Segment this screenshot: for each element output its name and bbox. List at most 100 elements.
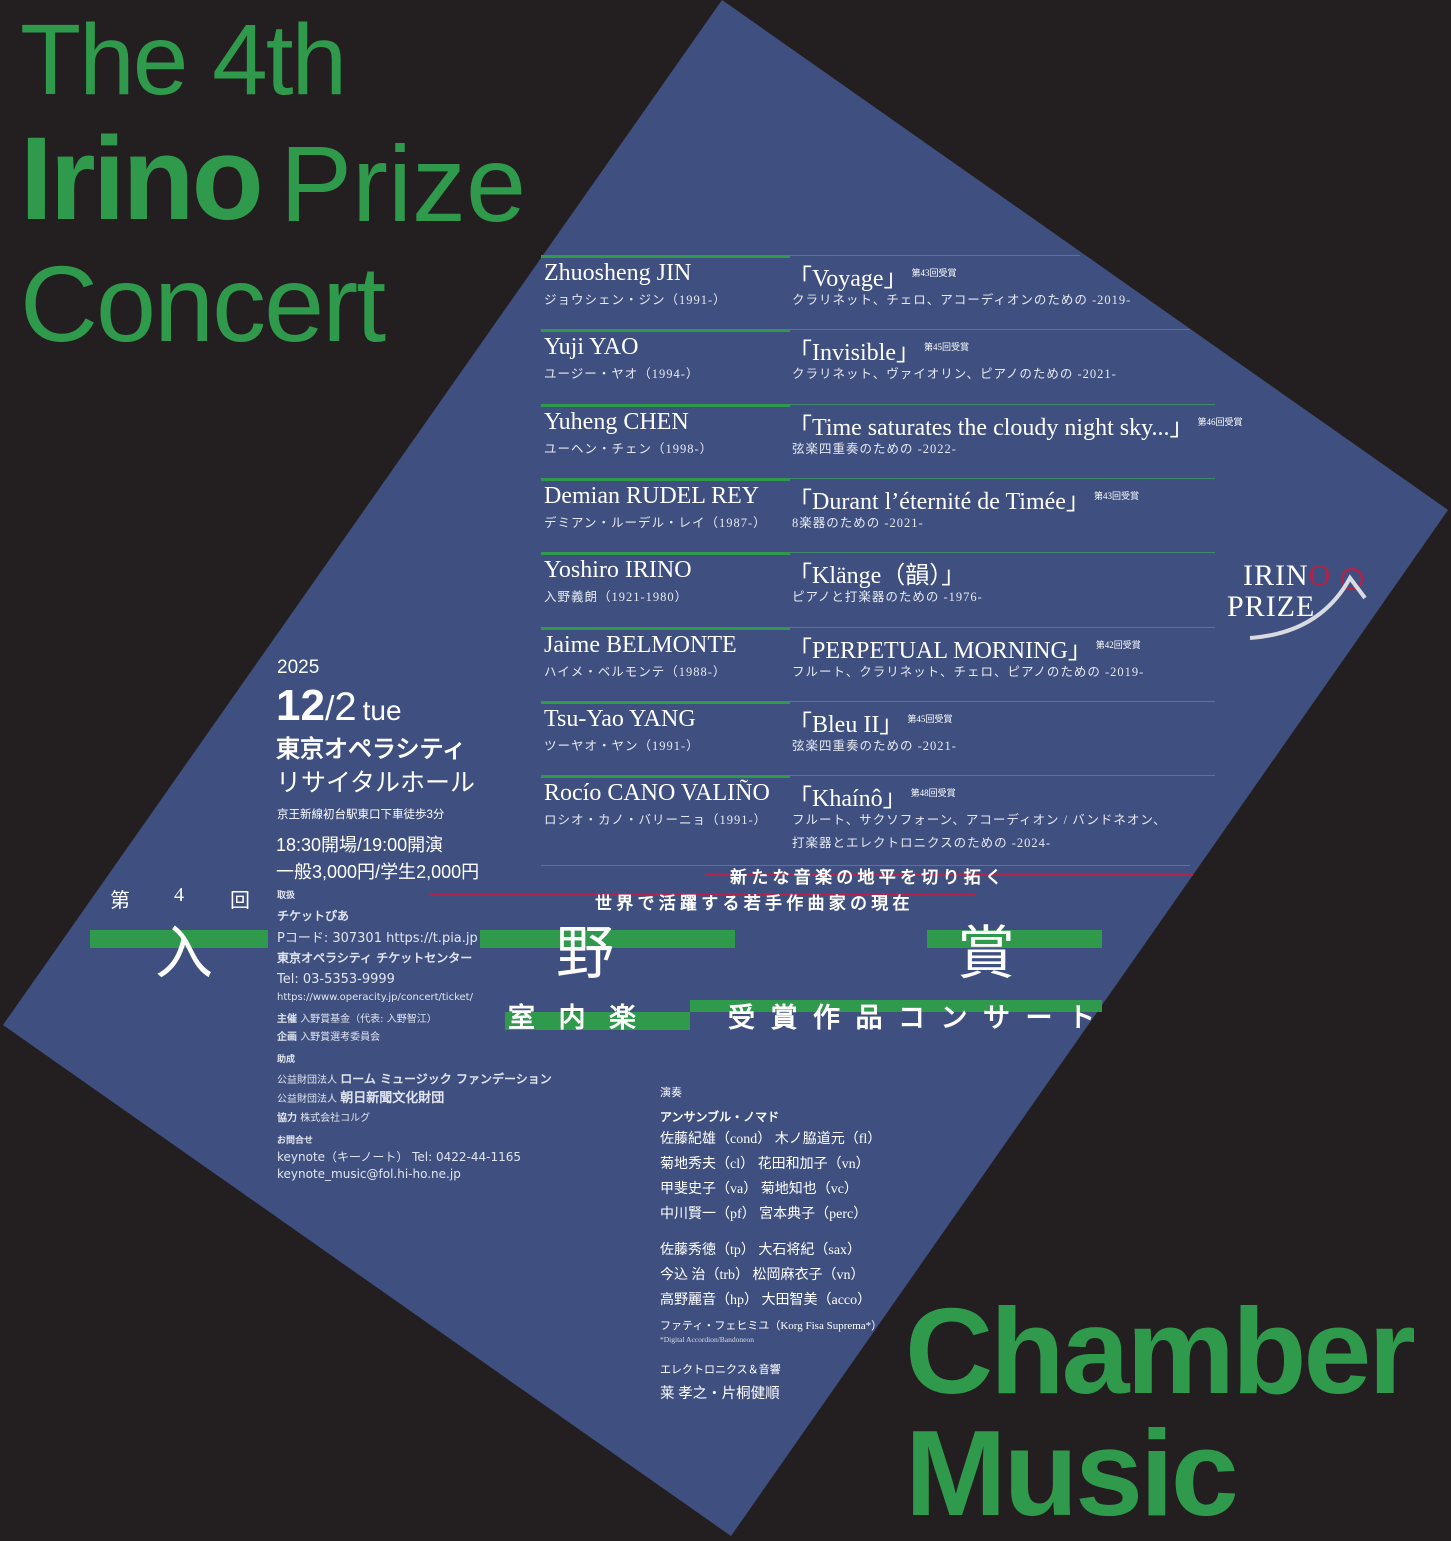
start-label: 開演: [407, 835, 444, 855]
tickets-label: 取扱: [277, 891, 296, 901]
event-date: 12/2 tue: [276, 682, 402, 735]
composer-name: Zhuosheng JIN: [544, 260, 692, 286]
row-divider: [541, 477, 790, 481]
work-title: 「Voyage」 第43回受賞: [788, 259, 957, 293]
price-general: 3,000: [312, 862, 358, 882]
grant-1: 公益財団法人 ローム ミュージック ファンデーション: [277, 1071, 552, 1089]
event-time: 18:30開場/19:00開演: [276, 835, 444, 855]
electronics-names: 莱 孝之・片桐健順: [660, 1386, 780, 1402]
award-badge: 第46回受賞: [1197, 416, 1243, 427]
work-title-text: 「Invisible」: [788, 340, 920, 367]
work-title: 「Durant l’éternité de Timée」 第43回受賞: [788, 482, 1139, 516]
row-divider: [790, 865, 1190, 866]
composer-name: Yoshiro IRINO: [544, 557, 692, 584]
composer-kana: ツーヤオ・ヤン（1991-）: [544, 738, 700, 753]
composer-name: Demian RUDEL REY: [544, 482, 760, 509]
work-title: 「PERPETUAL MORNING」 第42回受賞: [788, 631, 1141, 665]
work-title-text: 「Voyage」: [788, 266, 908, 292]
organizer-name: 入野賞基金（代表: 入野智江）: [300, 1014, 437, 1025]
title-bar: [90, 930, 268, 948]
work-instrumentation: フルート、クラリネット、チェロ、ピアノのための -2019-: [792, 664, 1145, 679]
title-bar: [690, 1000, 1102, 1012]
performer-line: 甲斐史子（va） 菊地知也（vc）: [660, 1182, 858, 1197]
access: 京王新線初台駅東口下車徒歩3分: [277, 809, 445, 821]
work-title: 「Invisible」 第45回受賞: [788, 333, 969, 367]
tagline-2: 世 界 で 活 躍 す る 若 手 作 曲 家 の 現 在: [595, 894, 910, 913]
logo-line2: PRIZE: [1227, 590, 1316, 623]
performer-line: 今込 治（trb） 松岡麻衣子（vn）: [660, 1268, 865, 1283]
ticket-url[interactable]: https://www.operacity.jp/concert/ticket/: [277, 992, 473, 1003]
composer-name: Tsu-Yao YANG: [544, 705, 696, 732]
work-instrumentation: 8楽器のための -2021-: [792, 515, 924, 530]
work-title-text: 「Durant l’éternité de Timée」: [788, 488, 1090, 515]
award-badge: 第42回受賞: [1095, 639, 1141, 650]
work-title-text: 「Bleu II」: [788, 711, 904, 738]
composer-name: Yuji YAO: [544, 334, 639, 361]
yen: 円: [357, 862, 376, 882]
planning-label: 企画: [277, 1032, 297, 1043]
award-badge: 第45回受賞: [924, 342, 970, 353]
composer-kana: ユーヘン・チェン（1998-）: [544, 441, 714, 456]
blue-panel: [3, 0, 1448, 1536]
composer-kana: ジョウシェン・ジン（1991-）: [544, 293, 727, 307]
work-instrumentation: クラリネット、ヴァイオリン、ピアノのための -2021-: [792, 367, 1117, 382]
venue: 東京オペラシティ: [276, 736, 467, 763]
work-instrumentation: クラリネット、チェロ、アコーディオンのための -2019-: [792, 293, 1132, 307]
work-title-text: 「PERPETUAL MORNING」: [788, 637, 1092, 664]
logo-brush-icon: [1249, 567, 1367, 640]
row-divider: [541, 700, 790, 704]
performer-line: 菊地秀夫（cl） 花田和加子（vn）: [660, 1157, 870, 1172]
row-divider: [790, 329, 1190, 331]
work-title: 「Bleu II」 第45回受賞: [788, 705, 952, 739]
fisa-note: *Digital Accordion/Bandoneon: [660, 1335, 754, 1344]
grant-label: 助成: [277, 1055, 296, 1065]
composer-kana: ハイメ・ベルモンテ（1988-）: [544, 664, 727, 679]
composer-kana: 入野義朗（1921-1980）: [544, 590, 689, 605]
work-instrumentation: フルート、サクソフォーン、アコーディオン / バンドネオン、: [792, 813, 1167, 828]
award-badge: 第48回受賞: [910, 788, 956, 799]
performer-line: 中川賢一（pf） 宮本典子（perc）: [660, 1207, 868, 1222]
row-divider: [790, 552, 1215, 554]
ticket-pia: チケットぴあ: [277, 909, 350, 923]
work-title: 「Klänge（韻）」: [788, 556, 969, 590]
event-weekday: tue: [362, 695, 402, 726]
title-dai: 第: [110, 890, 130, 912]
contact-email[interactable]: keynote_music@fol.hi-ho.ne.jp: [277, 1167, 461, 1181]
grant-2: 公益財団法人 朝日新聞文化財団: [277, 1089, 444, 1108]
time-open: 18:30: [276, 835, 322, 855]
subtitle-concert: 受 賞 作 品 コ ン サ ー ト: [728, 1003, 1100, 1033]
row-divider: [541, 865, 790, 866]
title-bar: [480, 930, 735, 948]
award-badge: 第45回受賞: [907, 713, 953, 724]
title-bar: [927, 930, 1102, 948]
row-divider: [790, 775, 1215, 777]
title-the-4th: The 4th: [20, 4, 347, 116]
subtitle-chamber: 室 内 楽: [508, 1003, 645, 1033]
performer-line: 佐藤紀雄（cond） 木ノ脇道元（fl）: [660, 1132, 882, 1147]
organizer-label: 主催: [277, 1014, 297, 1025]
date-slash: /: [324, 690, 335, 728]
title-chamber-music: Chamber Music: [905, 1283, 1416, 1541]
title-sho: 賞: [957, 921, 1016, 986]
work-title-text: 「Khaínô」: [788, 786, 907, 813]
work-instrumentation: 打楽器とエレクトロニクスのための -2024-: [792, 836, 1052, 851]
grant-name: ローム ミュージック ファンデーション: [340, 1072, 552, 1086]
row-divider: [541, 552, 790, 556]
work-title-text: 「Time saturates the cloudy night sky...」: [788, 414, 1194, 441]
open-label: 開場: [321, 835, 358, 855]
support-label: 協力: [277, 1113, 297, 1124]
row-divider: [541, 403, 790, 407]
title-bar: [505, 1012, 690, 1030]
grant-prefix: 公益財団法人: [277, 1075, 337, 1086]
title-prize: Prize: [280, 123, 527, 244]
composer-name: Yuheng CHEN: [544, 408, 689, 435]
work-title-text: 「Klänge（韻）」: [788, 563, 966, 590]
venue-hall: リサイタルホール: [276, 769, 476, 797]
title-no: 野: [556, 921, 615, 986]
event-day: 2: [334, 685, 357, 729]
composer-kana: デミアン・ルーデル・レイ（1987-）: [544, 515, 767, 530]
work-instrumentation: 弦楽四重奏のための -2022-: [792, 441, 957, 456]
performer-line: 佐藤秀徳（tp） 大石将紀（sax）: [660, 1243, 862, 1258]
grant-name: 朝日新聞文化財団: [340, 1090, 445, 1105]
